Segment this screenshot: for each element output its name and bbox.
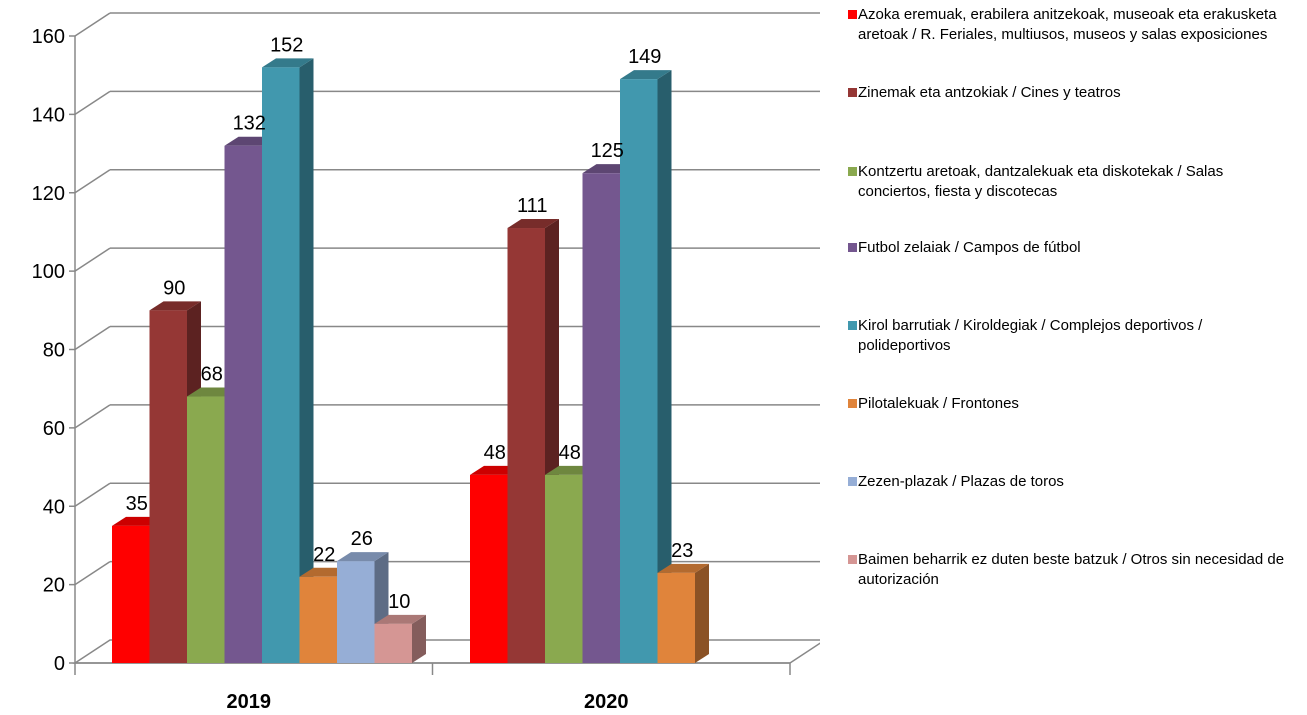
- y-tick-label: 80: [43, 340, 65, 362]
- x-tick-label: 2020: [584, 691, 629, 713]
- gridline-side: [74, 90, 111, 116]
- data-label: 132: [233, 113, 266, 135]
- legend: Azoka eremuak, erabilera anitzekoak, mus…: [848, 0, 1307, 715]
- data-label: 10: [388, 591, 410, 613]
- legend-item: Kontzertu aretoak, dantzalekuak eta disk…: [848, 162, 1298, 202]
- data-label: 35: [126, 493, 148, 515]
- legend-item: Futbol zelaiak / Campos de fútbol: [848, 238, 1298, 258]
- bar: [299, 576, 337, 663]
- bar: [262, 67, 300, 664]
- bar: [582, 173, 620, 663]
- bar-top: [149, 301, 201, 311]
- bar-side: [412, 614, 426, 663]
- bar-side: [299, 58, 314, 664]
- y-tick-label: 0: [54, 653, 65, 675]
- y-tick-label: 140: [32, 104, 65, 126]
- legend-label: Pilotalekuak / Frontones: [858, 395, 1019, 412]
- gridline-side: [74, 482, 111, 507]
- y-tick-label: 160: [32, 26, 65, 48]
- data-label: 68: [201, 364, 223, 386]
- legend-item: Kirol barrutiak / Kiroldegiak / Complejo…: [848, 316, 1298, 356]
- x-tick-label: 2019: [227, 691, 272, 713]
- legend-label: Zezen-plazak / Plazas de toros: [858, 473, 1064, 490]
- legend-item: Azoka eremuak, erabilera anitzekoak, mus…: [848, 5, 1298, 45]
- y-tick-label: 100: [32, 261, 65, 283]
- legend-item: Baimen beharrik ez duten beste batzuk / …: [848, 550, 1298, 590]
- data-label: 48: [484, 442, 506, 464]
- bar: [187, 396, 225, 663]
- data-label: 125: [591, 140, 624, 162]
- gridline-side: [74, 325, 111, 351]
- legend-label: Azoka eremuak, erabilera anitzekoak, mus…: [858, 6, 1277, 43]
- legend-swatch: [848, 555, 857, 564]
- legend-swatch: [848, 167, 857, 176]
- bar-top: [620, 70, 672, 80]
- legend-label: Zinemak eta antzokiak / Cines y teatros: [858, 84, 1121, 101]
- y-tick-label: 60: [43, 418, 65, 440]
- bar-chart: 0 20 40 60 80 100 120 140 160 2019 2020 35 48 90 111 6…: [32, 12, 820, 713]
- legend-label: Baimen beharrik ez duten beste batzuk / …: [858, 551, 1285, 588]
- gridline-side: [74, 247, 111, 272]
- gridline-side: [74, 404, 111, 429]
- legend-swatch: [848, 10, 857, 19]
- y-tick-label: 40: [43, 496, 65, 518]
- gridline-side: [74, 560, 111, 586]
- data-label: 90: [163, 277, 185, 299]
- y-tick-label: 120: [32, 183, 65, 205]
- legend-swatch: [848, 321, 857, 330]
- data-label: 111: [517, 195, 547, 217]
- data-label: 26: [351, 528, 373, 550]
- legend-swatch: [848, 399, 857, 408]
- gridline-side: [74, 12, 111, 37]
- y-tick-label: 20: [43, 575, 65, 597]
- data-label: 48: [559, 442, 581, 464]
- bar-side: [657, 70, 672, 663]
- data-label: 149: [628, 46, 661, 68]
- gridline-side: [74, 169, 111, 194]
- bar: [545, 474, 583, 663]
- legend-item: Zinemak eta antzokiak / Cines y teatros: [848, 83, 1298, 103]
- legend-swatch: [848, 88, 857, 97]
- bar: [224, 145, 262, 664]
- legend-label: Kontzertu aretoak, dantzalekuak eta disk…: [858, 163, 1224, 200]
- bar: [374, 623, 412, 663]
- bar: [657, 572, 695, 663]
- bar-top: [337, 552, 389, 562]
- data-label: 22: [313, 544, 335, 566]
- data-label: 152: [270, 34, 303, 56]
- bar: [470, 474, 508, 663]
- legend-label: Kirol barrutiak / Kiroldegiak / Complejo…: [858, 317, 1203, 354]
- bar-top: [262, 58, 314, 68]
- legend-swatch: [848, 243, 857, 252]
- bars: [112, 58, 709, 664]
- bar: [149, 310, 187, 663]
- bar-top: [374, 614, 426, 624]
- bar-top: [657, 563, 709, 573]
- bar-top: [507, 219, 559, 229]
- data-labels: 35 48 90 111 68 48 132 125 152 149 22 23 26 10: [126, 34, 694, 612]
- data-label: 23: [671, 540, 693, 562]
- legend-label: Futbol zelaiak / Campos de fútbol: [858, 239, 1081, 256]
- bar: [507, 228, 545, 664]
- bar: [620, 79, 658, 663]
- bar: [112, 525, 150, 663]
- legend-swatch: [848, 477, 857, 486]
- legend-item: Pilotalekuak / Frontones: [848, 394, 1298, 414]
- bar-side: [695, 563, 709, 663]
- legend-item: Zezen-plazak / Plazas de toros: [848, 472, 1298, 492]
- bar: [337, 561, 375, 663]
